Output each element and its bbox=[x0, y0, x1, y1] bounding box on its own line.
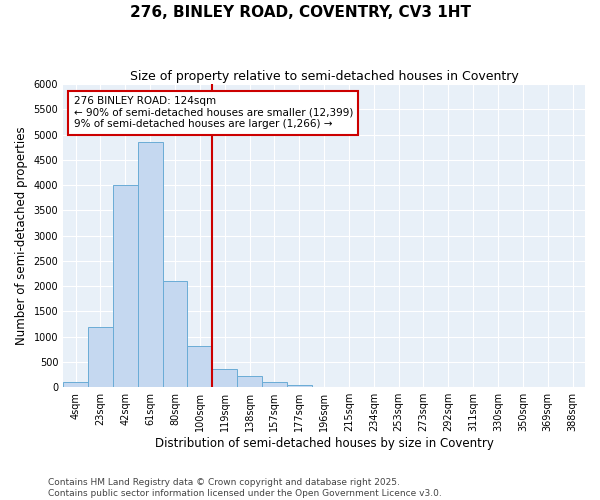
Bar bbox=[212, 368, 237, 387]
Bar bbox=[187, 346, 212, 387]
Bar bbox=[63, 382, 88, 387]
Text: 276 BINLEY ROAD: 124sqm
← 90% of semi-detached houses are smaller (12,399)
9% of: 276 BINLEY ROAD: 124sqm ← 90% of semi-de… bbox=[74, 96, 353, 130]
Bar bbox=[287, 384, 311, 387]
Y-axis label: Number of semi-detached properties: Number of semi-detached properties bbox=[15, 126, 28, 345]
Bar bbox=[163, 281, 187, 387]
Bar bbox=[88, 326, 113, 387]
Text: Contains HM Land Registry data © Crown copyright and database right 2025.
Contai: Contains HM Land Registry data © Crown c… bbox=[48, 478, 442, 498]
Bar bbox=[237, 376, 262, 387]
Text: 276, BINLEY ROAD, COVENTRY, CV3 1HT: 276, BINLEY ROAD, COVENTRY, CV3 1HT bbox=[130, 5, 470, 20]
Bar bbox=[262, 382, 287, 387]
Bar bbox=[113, 185, 138, 387]
Title: Size of property relative to semi-detached houses in Coventry: Size of property relative to semi-detach… bbox=[130, 70, 518, 83]
Bar bbox=[138, 142, 163, 387]
X-axis label: Distribution of semi-detached houses by size in Coventry: Distribution of semi-detached houses by … bbox=[155, 437, 494, 450]
